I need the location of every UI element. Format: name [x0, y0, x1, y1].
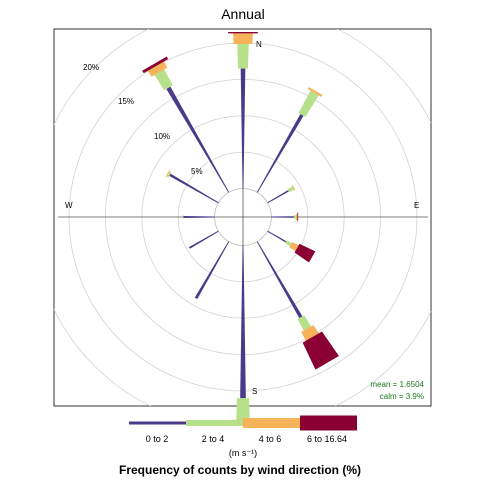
spoke-90-segment-0 [271, 216, 294, 218]
spoke-300 [165, 169, 219, 204]
ring-label-15: 15% [118, 97, 134, 106]
spoke-300-segment-1 [166, 171, 172, 178]
spoke-330-segment-2 [147, 61, 168, 77]
spoke-30-segment-1 [298, 90, 319, 117]
legend-unit: (m s⁻¹) [229, 448, 257, 458]
legend-label-3: 6 to 16.64 [307, 434, 347, 444]
legend-swatch-3 [300, 415, 357, 431]
spoke-0 [228, 31, 258, 189]
spoke-150-segment-3 [302, 331, 339, 370]
spoke-60-segment-2 [291, 184, 296, 191]
spoke-150 [256, 241, 339, 370]
spoke-30 [256, 87, 323, 193]
spoke-60 [267, 184, 296, 204]
spoke-90-segment-2 [296, 214, 298, 220]
compass-label-e: E [414, 201, 419, 210]
ring-label-5: 5% [191, 167, 203, 176]
spoke-300-segment-2 [165, 169, 171, 178]
spoke-90-segment-3 [297, 212, 299, 222]
chart-title: Annual [221, 6, 265, 22]
spoke-60-segment-0 [267, 190, 289, 204]
spoke-60-segment-1 [287, 186, 295, 193]
spoke-330 [142, 56, 230, 193]
ring-label-10: 10% [154, 132, 170, 141]
legend: 0 to 2 2 to 4 4 to 6 6 to 16.64 [129, 415, 357, 444]
compass-label-n: N [256, 40, 262, 49]
legend-caption: Frequency of counts by wind direction (%… [119, 463, 361, 477]
spoke-240-segment-0 [188, 230, 219, 249]
spoke-0-segment-0 [240, 68, 246, 189]
spokes [142, 31, 339, 422]
legend-swatch-1 [186, 420, 243, 426]
spoke-180-segment-0 [240, 245, 246, 399]
spoke-330-segment-3 [142, 56, 169, 74]
spoke-120-segment-3 [294, 243, 316, 263]
compass-label-w: W [65, 201, 73, 210]
spoke-180-segment-1 [236, 398, 250, 420]
spoke-270-segment-1 [182, 215, 184, 219]
spoke-0-segment-3 [228, 31, 258, 34]
spoke-270 [182, 215, 215, 219]
legend-label-0: 0 to 2 [146, 434, 169, 444]
spoke-150-segment-0 [256, 241, 303, 319]
spoke-120-segment-2 [289, 242, 299, 252]
spoke-120-segment-0 [267, 230, 287, 243]
legend-swatch-0 [129, 421, 186, 425]
spoke-330-segment-0 [166, 86, 230, 193]
calm-stat: calm = 3.9% [380, 392, 424, 401]
spoke-240 [188, 230, 219, 249]
spoke-120-segment-1 [285, 240, 292, 247]
spoke-210-segment-0 [194, 241, 230, 300]
legend-swatch-2 [243, 418, 300, 428]
spoke-90-segment-1 [293, 215, 297, 219]
spoke-300-segment-0 [169, 173, 219, 204]
legend-label-2: 4 to 6 [259, 434, 282, 444]
spoke-30-segment-2 [307, 87, 323, 97]
compass-label-s: S [252, 387, 257, 396]
spoke-120 [267, 230, 316, 263]
spoke-0-segment-2 [233, 33, 253, 44]
spoke-90 [271, 212, 299, 222]
spoke-210 [194, 241, 230, 300]
spoke-150-segment-2 [301, 324, 319, 341]
mean-stat: mean = 1.6504 [370, 380, 424, 389]
spoke-0-segment-1 [237, 43, 249, 69]
spoke-330-segment-1 [154, 69, 173, 91]
ring-label-20: 20% [83, 63, 99, 72]
legend-label-1: 2 to 4 [202, 434, 225, 444]
spoke-30-segment-0 [256, 113, 304, 193]
spoke-150-segment-1 [297, 315, 312, 331]
spoke-270-segment-0 [183, 216, 215, 218]
